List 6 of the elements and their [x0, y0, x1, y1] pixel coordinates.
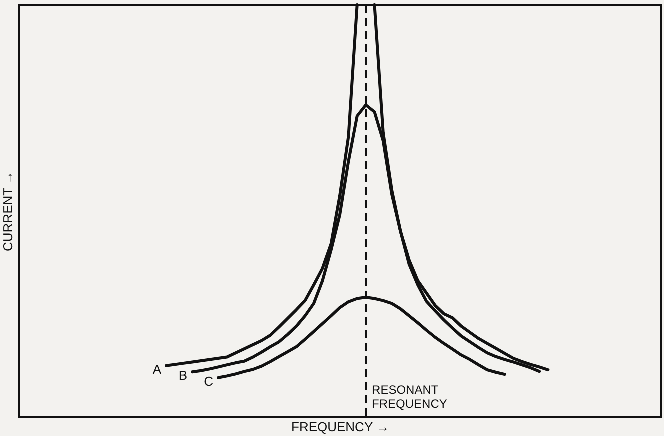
series-label: B	[178, 368, 188, 384]
x-axis-title: FREQUENCY →	[292, 420, 390, 434]
y-axis-title: CURRENT →	[0, 172, 16, 252]
series-label: C	[204, 374, 214, 389]
series-label: A	[152, 362, 162, 377]
annotation: RESONANT FREQUENCY	[372, 383, 448, 411]
